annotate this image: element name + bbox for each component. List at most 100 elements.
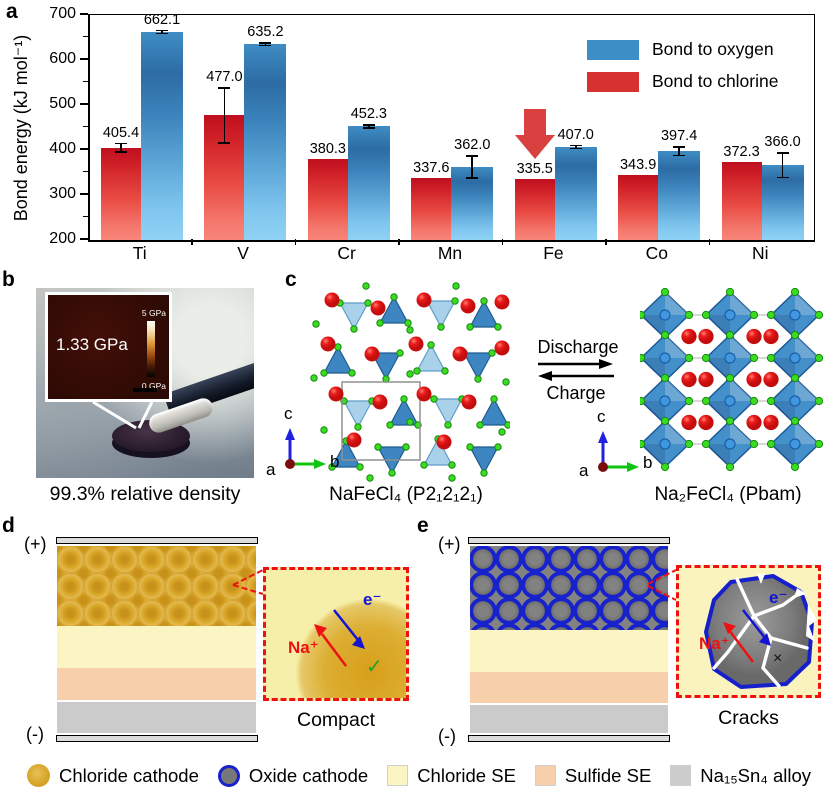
value-label-chlorine-Cr: 380.3: [309, 140, 346, 157]
na-ion-label: Na⁺: [288, 638, 319, 657]
cracked-particle-inset: Na⁺ e⁻ ×: [676, 565, 821, 698]
value-label-oxygen-Mn: 362.0: [454, 137, 491, 154]
bottom-electrode: [468, 735, 670, 742]
electron-label: e⁻: [769, 588, 788, 607]
error-bar-oxygen-Fe: [569, 144, 582, 150]
colorbar-min-label: 0 GPa: [141, 381, 166, 391]
error-bar-oxygen-Mn: [466, 155, 479, 180]
panel-letter-a: a: [6, 0, 18, 23]
colorbar-max-label: 5 GPa: [141, 308, 166, 318]
y-minor-tick: [83, 125, 88, 128]
y-tick-label: 200: [49, 230, 76, 247]
legend-label: Na₁₅Sn₄ alloy: [700, 764, 812, 786]
value-label-oxygen-V: 635.2: [247, 23, 284, 40]
bar-chlorine-Ni: [721, 162, 762, 240]
positive-terminal-label: (+): [24, 534, 47, 554]
error-bar-chlorine-V: [218, 87, 231, 144]
bar-oxygen-Mn: [451, 167, 494, 240]
legend-swatch-oxygen: [587, 39, 639, 60]
hardness-colorbar: [147, 321, 155, 377]
category-label-Co: Co: [645, 243, 669, 263]
y-tick-label: 400: [49, 140, 76, 157]
bar-chlorine-Co: [618, 175, 659, 240]
chloride-se-layer: [57, 626, 256, 668]
panel-letter-d: d: [2, 514, 15, 537]
error-bar-oxygen-Co: [673, 146, 686, 157]
y-tick: [80, 148, 88, 150]
chloride-se-swatch-icon: [387, 765, 409, 786]
legend-label: Chloride cathode: [59, 764, 199, 786]
y-tick-label: 600: [49, 50, 76, 67]
chloride-cathode-layer: [57, 546, 256, 626]
category-label-Fe: Fe: [543, 243, 564, 263]
y-tick: [80, 103, 88, 105]
sulfide-se-layer: [470, 672, 668, 703]
positive-terminal-label: (+): [438, 534, 461, 554]
blocked-mark: ×: [773, 650, 783, 667]
legend-label: Oxide cathode: [248, 764, 369, 786]
hardness-map-inset: 1.33 GPa 5 GPa 0 GPa: [45, 292, 172, 402]
y-axis-title: Bond energy (kJ mol⁻¹): [11, 34, 31, 222]
panel-e-caption: Cracks: [718, 707, 779, 729]
legend-item-chloride-cathode: Chloride cathode: [27, 764, 199, 787]
value-label-oxygen-Ni: 366.0: [764, 134, 801, 151]
x-tick: [398, 239, 400, 245]
legend-item-sulfide-se: Sulfide SE: [534, 764, 652, 787]
x-tick: [501, 239, 504, 245]
category-label-V: V: [237, 243, 249, 263]
legend-label: Sulfide SE: [564, 764, 652, 786]
y-minor-tick: [83, 170, 88, 173]
error-bar-oxygen-V: [259, 41, 272, 47]
error-bar-chlorine-Ti: [115, 142, 127, 153]
na2fecl4-label: Na₂FeCl₄ (Pbam): [654, 484, 802, 505]
value-label-oxygen-Co: 397.4: [660, 128, 698, 145]
error-bar-line: [161, 29, 163, 35]
bar-chlorine-Cr: [307, 158, 348, 240]
value-label-chlorine-Ni: 372.3: [723, 144, 760, 161]
y-tick-label: 300: [49, 185, 76, 202]
axis-triad-icon: [598, 431, 639, 472]
panel-b-caption: 99.3% relative density: [49, 483, 241, 505]
chloride-particle: [266, 570, 406, 698]
error-bar-line: [264, 41, 267, 47]
plot-area: Bond to oxygen Bond to chlorine 405.4 662…: [88, 12, 815, 242]
bar-oxygen-Fe: [554, 146, 597, 240]
compact-particle-inset: Na⁺ e⁻ ✓: [263, 567, 409, 701]
legend-item-oxide-cathode: Oxide cathode: [217, 764, 369, 787]
axis-b-label: b: [643, 453, 653, 472]
legend-label-chlorine: Bond to chlorine: [652, 71, 779, 91]
alloy-anode-layer: [470, 705, 668, 733]
axis-b-label: b: [330, 452, 340, 471]
sulfide-se-swatch-icon: [534, 765, 556, 786]
x-tick: [191, 239, 194, 245]
electron-label: e⁻: [363, 590, 382, 609]
alloy-anode-layer: [57, 702, 256, 733]
zoom-callout-lines: [647, 569, 677, 601]
value-label-chlorine-Mn: 337.6: [413, 160, 450, 177]
ion-electron-arrows-icon: [314, 609, 365, 667]
axis-c-label: c: [284, 404, 293, 423]
figure-legend: Chloride cathode Oxide cathode Chloride …: [27, 764, 811, 787]
value-label-chlorine-Fe: 335.5: [516, 161, 553, 178]
charge-label: Charge: [546, 383, 606, 403]
y-tick-label: 500: [49, 95, 76, 112]
axis-triad-icon: [285, 428, 326, 469]
y-tick: [80, 58, 88, 60]
legend-row-oxygen: Bond to oxygen: [587, 39, 778, 60]
inset-pointer-lines: [92, 400, 154, 430]
panel-letter-b: b: [2, 268, 15, 291]
axis-a-label: a: [579, 461, 589, 480]
bar-oxygen-Cr: [347, 126, 390, 240]
legend-label: Chloride SE: [417, 764, 516, 786]
error-bar-line: [368, 124, 370, 129]
chloride-se-layer: [470, 630, 668, 672]
error-bar-oxygen-Ti: [156, 29, 168, 35]
value-label-oxygen-Fe: 407.0: [557, 126, 594, 143]
value-label-chlorine-V: 477.0: [206, 69, 243, 85]
error-bar-line: [223, 87, 226, 144]
alloy-swatch-icon: [670, 765, 692, 786]
discharge-label: Discharge: [537, 337, 619, 357]
bar-chlorine-Mn: [411, 178, 452, 240]
bar-oxygen-Ti: [141, 32, 183, 240]
y-tick: [80, 193, 88, 195]
